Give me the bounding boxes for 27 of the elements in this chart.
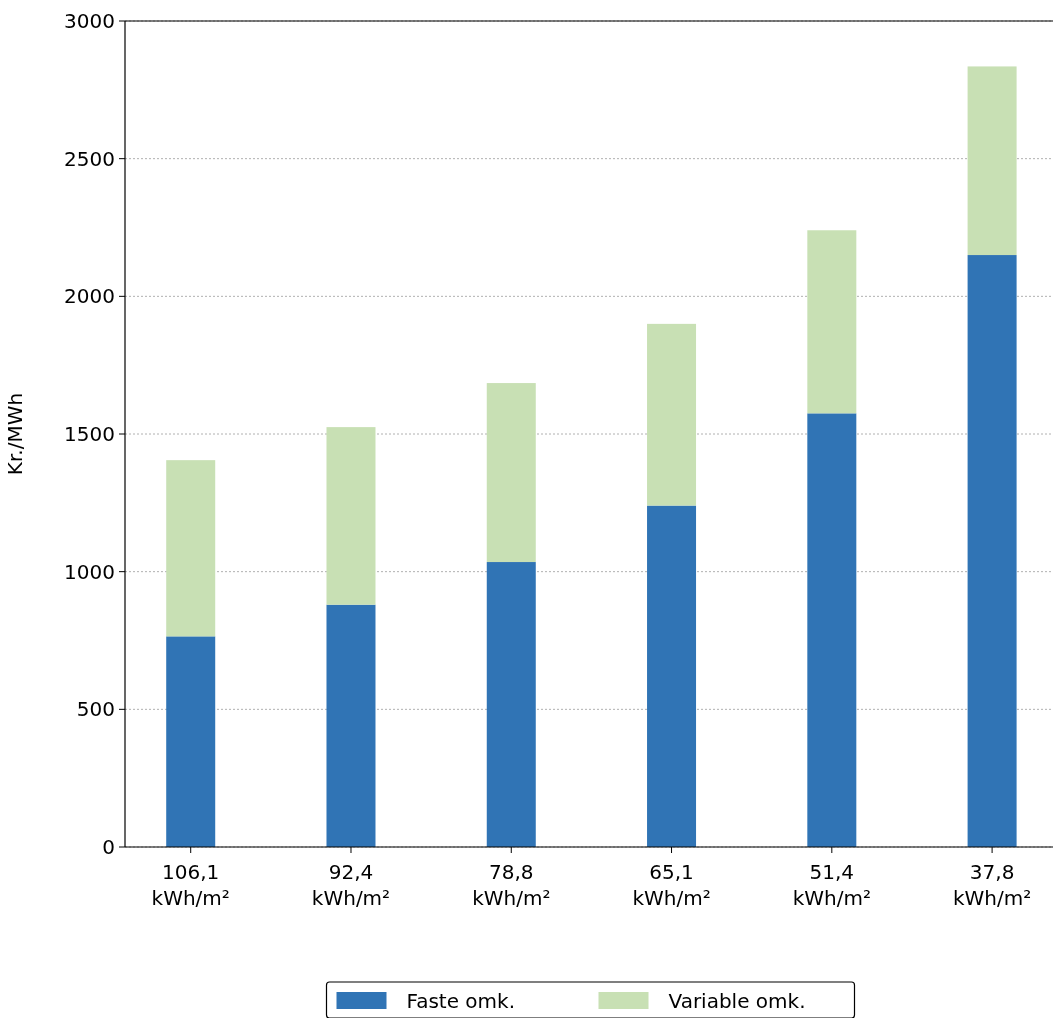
bar [166,460,216,637]
bar [967,66,1017,256]
y-tick-label: 1000 [64,559,115,584]
x-tick-label: 106,1 kWh/m² [151,860,230,910]
y-tick-label: 500 [76,697,115,722]
bar [486,383,536,563]
x-tick-label: 65,1 kWh/m² [632,860,711,910]
bar [166,636,216,847]
x-tick-label: 51,4 kWh/m² [792,860,871,910]
legend-label: Faste omk. [406,989,516,1013]
bar [486,562,536,847]
x-tick-label: 92,4 kWh/m² [311,860,391,910]
bar [326,604,376,847]
y-tick-label: 0 [102,835,115,859]
x-tick-label: 37,8 kWh/m² [952,860,1032,910]
bar [326,427,376,605]
y-tick-label: 3000 [64,9,115,33]
bar [807,230,857,414]
y-tick-label: 1500 [64,422,115,446]
x-tick-label: 78,8 kWh/m² [472,860,551,910]
bar [647,505,697,847]
bar [647,323,697,506]
y-tick-label: 2000 [64,284,115,309]
bar [807,413,857,847]
legend-label: Variable omk. [668,989,806,1013]
bar [967,255,1017,847]
y-tick-label: 2500 [64,146,115,171]
